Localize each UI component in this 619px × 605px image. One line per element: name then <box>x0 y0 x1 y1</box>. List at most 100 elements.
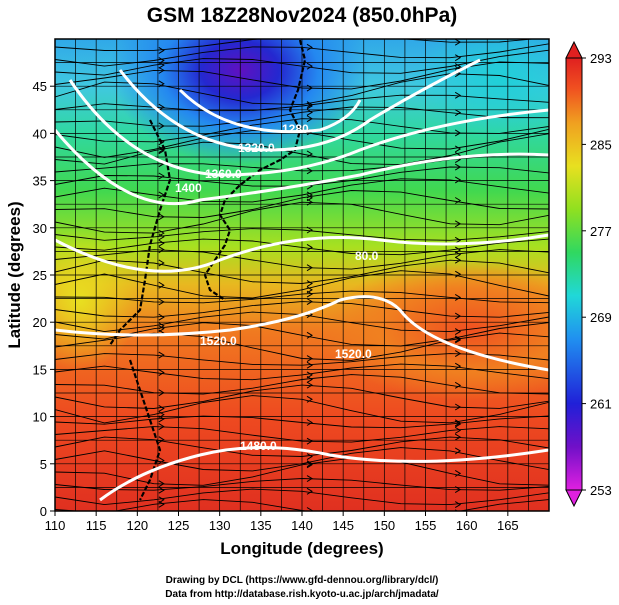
streamline-arrow <box>158 351 165 359</box>
streamline-arrow <box>158 281 165 289</box>
streamline-arrow <box>158 405 165 412</box>
streamline-arrow <box>306 487 313 495</box>
coastlines <box>109 39 307 501</box>
streamline-arrow <box>306 461 313 469</box>
streamline <box>55 259 549 284</box>
streamline <box>55 154 549 173</box>
y-tick-label: 20 <box>33 315 47 330</box>
streamline-arrow <box>306 376 313 383</box>
colorbar-tick-label: 285 <box>590 137 612 152</box>
streamline <box>55 363 549 381</box>
philippines-coastline <box>128 359 162 501</box>
streamline-arrow <box>158 486 165 494</box>
streamline-arrow <box>454 501 462 508</box>
streamline-arrow <box>158 239 165 247</box>
streamline-arrow <box>306 381 313 389</box>
map-title: GSM 18Z28Nov2024 (850.0hPa) <box>147 4 458 27</box>
streamline-arrow <box>158 233 165 241</box>
streamline-arrow <box>158 103 165 111</box>
streamline-arrow <box>158 298 165 306</box>
contour-label: 80.0 <box>355 249 379 263</box>
streamline-arrow <box>158 147 165 155</box>
x-tick-label: 150 <box>373 518 395 533</box>
contour-label: 1480.0 <box>240 439 277 453</box>
streamline <box>55 73 549 106</box>
streamline-arrow <box>306 290 313 298</box>
streamline-arrow <box>158 500 165 508</box>
contour-1520 <box>55 295 549 372</box>
streamline-arrow <box>158 480 165 488</box>
streamline <box>55 249 549 270</box>
plot-area: 1280 1320.0 1360.0 1400 80.0 1520.0 1520… <box>55 32 549 511</box>
streamline-arrow <box>454 420 462 428</box>
streamline-arrow <box>306 437 313 445</box>
streamline-arrow <box>306 150 313 158</box>
mainland-coastline <box>109 119 172 346</box>
colorbar-tick-label: 261 <box>590 397 612 412</box>
contour-label: 1520.0 <box>200 334 237 348</box>
streamline <box>55 106 549 127</box>
streamline-arrow <box>158 436 165 444</box>
contour-labels: 1280 1320.0 1360.0 1400 80.0 1520.0 1520… <box>175 122 379 453</box>
streamline-arrow <box>454 486 462 493</box>
streamline-arrow <box>454 91 462 99</box>
streamline-arrow <box>454 403 462 411</box>
streamline <box>55 478 549 491</box>
streamline-arrow <box>307 32 312 38</box>
contour-label: 1520.0 <box>335 347 372 361</box>
lat-lon-grid <box>55 39 549 511</box>
x-tick-label: 130 <box>209 518 231 533</box>
x-tick-label: 140 <box>291 518 313 533</box>
streamline-arrow <box>454 236 462 244</box>
y-tick-label: 15 <box>33 362 47 377</box>
streamline-arrow <box>158 415 165 423</box>
streamline <box>55 201 549 234</box>
streamline-arrow <box>306 167 313 175</box>
y-tick-label: 30 <box>33 221 47 236</box>
contour-1280 <box>178 88 362 134</box>
contour-label: 1400 <box>175 181 202 195</box>
streamline-arrow <box>454 293 462 301</box>
streamline <box>55 301 549 318</box>
streamline <box>55 228 549 241</box>
streamline <box>55 133 549 166</box>
streamline <box>55 322 549 347</box>
height-contours <box>55 58 549 502</box>
streamline-arrow <box>306 84 313 92</box>
streamline-arrow <box>158 47 165 54</box>
colorbar-scale <box>565 57 583 491</box>
streamline-arrow <box>454 426 462 434</box>
y-tick-label: 45 <box>33 79 47 94</box>
y-tick-label: 10 <box>33 410 47 425</box>
streamline <box>55 374 549 395</box>
streamline <box>55 290 549 304</box>
streamline <box>55 190 549 218</box>
colorbar-min-arrow <box>565 489 583 508</box>
streamline-arrow <box>158 61 165 69</box>
streamline-arrow <box>454 469 462 477</box>
streamline-arrow <box>306 355 313 362</box>
streamline-arrow <box>454 433 462 441</box>
streamline-arrow <box>306 419 313 426</box>
streamline-arrow <box>306 361 313 369</box>
colorbar-tick-label: 277 <box>590 224 612 239</box>
y-axis: 0 5 10 15 20 25 30 35 40 45 <box>33 79 55 519</box>
streamline-arrow <box>454 256 462 264</box>
streamline-arrow <box>306 62 313 70</box>
streamline-arrow <box>158 389 165 397</box>
streamline <box>55 436 549 457</box>
streamline-arrow <box>158 313 165 321</box>
streamline-arrow <box>158 57 165 64</box>
y-tick-label: 35 <box>33 174 47 189</box>
streamline <box>55 353 549 366</box>
y-tick-label: 40 <box>33 126 47 141</box>
streamline <box>55 270 549 299</box>
streamline-arrow <box>306 226 313 234</box>
streamline-arrow <box>454 220 462 228</box>
streamline <box>55 178 549 203</box>
streamline <box>55 447 549 472</box>
colorbar-tick-label: 253 <box>590 483 612 498</box>
streamline-arrow <box>454 270 462 278</box>
streamline-arrow <box>454 39 462 46</box>
